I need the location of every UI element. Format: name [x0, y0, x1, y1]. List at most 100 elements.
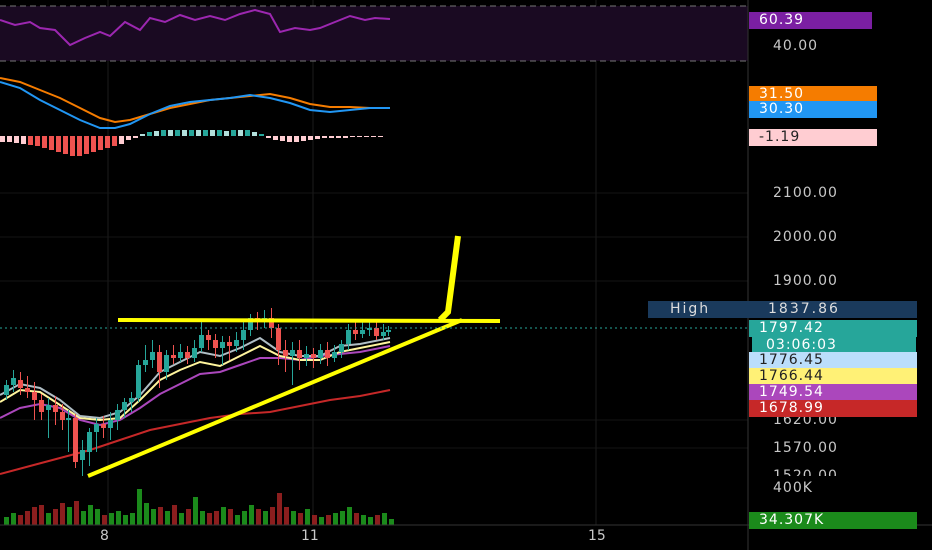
macd-hist-bar: [21, 136, 26, 144]
candle-body: [269, 318, 274, 328]
volume-bar: [319, 517, 324, 525]
volume-bar: [256, 509, 261, 525]
trendline-support[interactable]: [87, 318, 463, 478]
candle-body: [18, 380, 23, 388]
macd-hist-bar: [196, 130, 201, 136]
volume-bar: [116, 511, 121, 525]
macd-hist-bar: [287, 136, 292, 142]
macd-hist-bar: [49, 136, 54, 150]
volume-bar: [81, 511, 86, 525]
candle-body: [276, 328, 281, 350]
macd-hist-bar: [266, 136, 271, 138]
candle-body: [60, 412, 65, 420]
volume-bar: [354, 513, 359, 525]
macd-value-tag: 30.30: [749, 101, 877, 118]
volume-bar: [347, 507, 352, 525]
macd-hist-bar: [189, 130, 194, 136]
candle-body: [101, 424, 106, 428]
ma-slow-line: [0, 389, 391, 475]
volume-bar: [109, 513, 114, 525]
candle-body: [346, 330, 351, 344]
candle-body: [178, 352, 183, 358]
volume-bar: [11, 513, 16, 525]
time-tick: 11: [301, 528, 319, 544]
candle-body: [311, 354, 316, 358]
volume-bar: [200, 511, 205, 525]
candle-body: [25, 388, 30, 392]
macd-hist-bar: [28, 136, 33, 145]
macd-hist-bar: [364, 136, 369, 137]
volume-bar: [305, 509, 310, 525]
volume-bar: [326, 515, 331, 525]
rsi-level-label: 40.00: [773, 38, 819, 54]
macd-hist-bar: [56, 136, 61, 152]
rsi-band: [0, 6, 748, 61]
high-value: 1837.86: [768, 301, 840, 317]
candle-body: [66, 418, 71, 420]
price-tick: 2100.00: [773, 185, 838, 201]
candle-body: [332, 352, 337, 358]
candle-body: [164, 355, 169, 372]
macd-signal-line: [0, 77, 390, 124]
candle-body: [248, 318, 253, 330]
candle-body: [374, 328, 379, 336]
volume-bar: [95, 509, 100, 525]
candle-body: [283, 350, 288, 356]
ma-white-tag: 1776.45: [749, 352, 917, 369]
breakout-arrow[interactable]: [437, 235, 461, 323]
macd-hist-bar: [154, 131, 159, 136]
macd-hist-bar: [336, 136, 341, 138]
candle-body: [367, 328, 372, 330]
candle-body: [206, 335, 211, 340]
macd-hist-bar: [168, 130, 173, 136]
macd-hist-bar: [35, 136, 40, 146]
macd-hist-bar: [133, 136, 138, 138]
macd-hist-bar: [322, 136, 327, 138]
high-marker-tag: High 1837.86: [648, 301, 917, 318]
candle-body: [318, 350, 323, 358]
macd-hist-bar: [280, 136, 285, 141]
volume-bar: [375, 515, 380, 525]
candle-body: [4, 385, 9, 395]
volume-bar: [4, 517, 9, 525]
macd-hist-bar: [343, 136, 348, 138]
volume-bar: [25, 511, 30, 525]
candle-body: [143, 360, 148, 365]
macd-hist-bar: [175, 130, 180, 136]
macd-hist-bar: [259, 134, 264, 136]
volume-bar: [60, 503, 65, 525]
macd-hist-bar: [210, 130, 215, 136]
candle-body: [122, 402, 127, 410]
candle-body: [39, 400, 44, 412]
volume-bar: [179, 513, 184, 525]
volume-bar: [207, 513, 212, 525]
volume-bar: [67, 507, 72, 525]
candle-body: [108, 420, 113, 428]
macd-hist-tag: -1.19: [749, 129, 877, 146]
volume-axis-tick: 400K: [773, 480, 813, 496]
time-tick: 8: [100, 528, 109, 544]
macd-hist-bar: [252, 132, 257, 136]
trendline-resistance[interactable]: [117, 318, 501, 323]
volume-bar: [340, 511, 345, 525]
candle-body: [290, 350, 295, 356]
macd-hist-bar: [14, 136, 19, 143]
volume-bar: [130, 513, 135, 525]
volume-bar: [284, 507, 289, 525]
volume-bar: [151, 509, 156, 525]
volume-bar: [32, 507, 37, 525]
volume-bar: [263, 511, 268, 525]
candle-body: [220, 342, 225, 348]
volume-bar: [46, 513, 51, 525]
macd-hist-bar: [231, 130, 236, 136]
candle-body: [115, 410, 120, 420]
volume-bar: [368, 517, 373, 525]
candle-body: [353, 330, 358, 334]
volume-bar: [74, 501, 79, 525]
ma-slow-tag: 1678.99: [749, 400, 917, 417]
candle-body: [53, 405, 58, 412]
macd-hist-bar: [273, 136, 278, 140]
price-tick: 1900.00: [773, 273, 838, 289]
candle-body: [339, 344, 344, 352]
